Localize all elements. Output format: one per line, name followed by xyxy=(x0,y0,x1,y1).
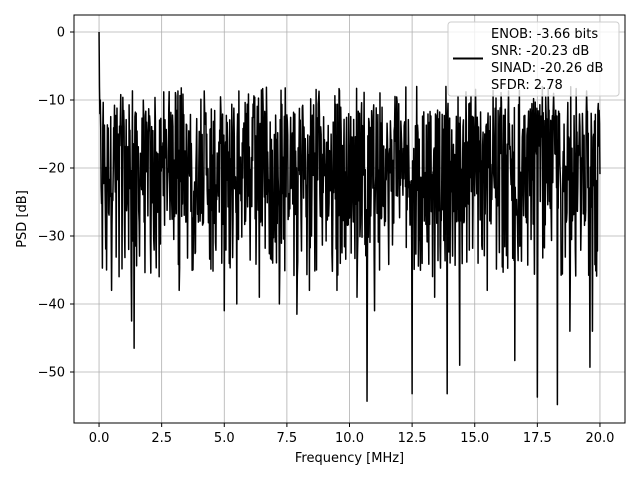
x-tick-label: 10.0 xyxy=(335,431,364,446)
series-layer xyxy=(98,31,601,406)
y-tick-label: −40 xyxy=(38,298,65,313)
x-axis-label: Frequency [MHz] xyxy=(295,451,404,466)
y-tick-label: 0 xyxy=(57,26,65,41)
x-tick-label: 12.5 xyxy=(398,431,427,446)
legend: ENOB: -3.66 bits SNR: -20.23 dB SINAD: -… xyxy=(447,21,620,97)
x-tick-label: 0.0 xyxy=(89,431,110,446)
x-tick-label: 15.0 xyxy=(460,431,489,446)
x-tick-label: 2.5 xyxy=(151,431,172,446)
axis-ticks: 0.0 2.5 5.0 7.5 10.0 12.5 15.0 17.5 20.0 0 −10 −20 −… xyxy=(38,26,615,447)
legend-sinad: SINAD: -20.26 dB xyxy=(491,61,603,76)
y-tick-label: −30 xyxy=(38,230,65,245)
x-tick-label: 17.5 xyxy=(523,431,552,446)
legend-enob: ENOB: -3.66 bits xyxy=(491,27,598,42)
y-tick-label: −50 xyxy=(38,366,65,381)
legend-snr: SNR: -20.23 dB xyxy=(491,44,589,59)
x-tick-label: 5.0 xyxy=(214,431,235,446)
legend-sfdr: SFDR: 2.78 xyxy=(491,78,563,93)
y-tick-label: −10 xyxy=(38,94,65,109)
y-tick-label: −20 xyxy=(38,162,65,177)
psd-series-line xyxy=(98,31,601,406)
y-axis-label: PSD [dB] xyxy=(15,190,30,248)
legend-box xyxy=(447,21,620,97)
x-tick-label: 7.5 xyxy=(277,431,298,446)
x-tick-label: 20.0 xyxy=(585,431,614,446)
